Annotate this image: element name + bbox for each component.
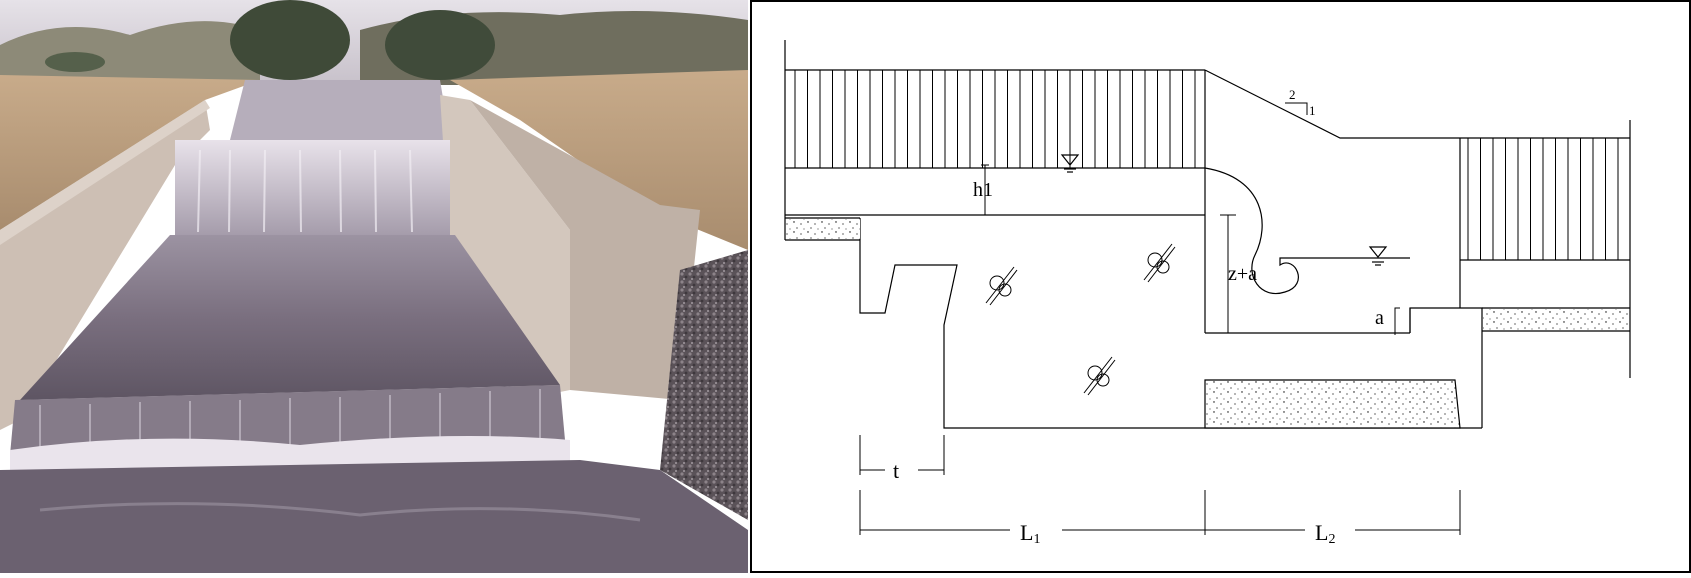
- label-h1: h1: [973, 179, 993, 201]
- photo-right-bank: [450, 70, 748, 250]
- label-slope-run: 1: [1309, 103, 1316, 118]
- rock-symbol: [985, 266, 1018, 306]
- cross-section-drawing: h1 z+a a t L1 L2 2 1: [750, 0, 1691, 573]
- nappe-curve: [1204, 167, 1410, 295]
- basin-concrete-slab: [1204, 379, 1461, 429]
- label-L1: L1: [1020, 520, 1040, 547]
- photo-illustration: [0, 0, 748, 573]
- end-sill-marker: [1409, 307, 1432, 333]
- label-L2: L2: [1315, 520, 1335, 547]
- label-t: t: [893, 458, 899, 483]
- photo-bush: [45, 52, 105, 72]
- photo-outer-right-wall: [470, 100, 700, 400]
- photo-left-wall: [0, 100, 210, 430]
- rock-symbol: [1143, 243, 1176, 283]
- label-z-plus-a: z+a: [1228, 263, 1257, 285]
- foundation-outline: [785, 239, 1482, 429]
- photo-left-bank: [0, 75, 260, 230]
- photo-upper-fall: [175, 140, 450, 235]
- upstream-concrete: [786, 219, 860, 239]
- upstream-pressure-hatch: [794, 70, 1196, 168]
- downstream-pressure-hatch: [1467, 138, 1619, 260]
- diagram-frame: [750, 0, 1691, 573]
- label-a: a: [1375, 307, 1384, 329]
- drop-structure-diagram: h1 z+a a t L1 L2 2 1: [750, 0, 1691, 573]
- photo-tree: [385, 10, 495, 80]
- photo-pool-water: [20, 235, 560, 400]
- photo-tree: [230, 0, 350, 80]
- water-level-symbol-downstream: [1368, 246, 1388, 266]
- photo-right-wall: [440, 95, 570, 400]
- embankment-slope: [1204, 69, 1630, 139]
- photo-upstream-water: [230, 80, 450, 140]
- water-level-symbol-upstream: [1060, 154, 1080, 173]
- label-slope-rise: 2: [1289, 87, 1296, 102]
- downstream-concrete: [1483, 309, 1629, 330]
- rock-symbol: [1083, 356, 1116, 396]
- photo-riprap: [660, 250, 748, 520]
- photo-drop-structure: [0, 0, 748, 573]
- slope-indicator: [1285, 102, 1308, 115]
- a-dimension: [1394, 307, 1400, 335]
- photo-downstream-water: [0, 460, 748, 573]
